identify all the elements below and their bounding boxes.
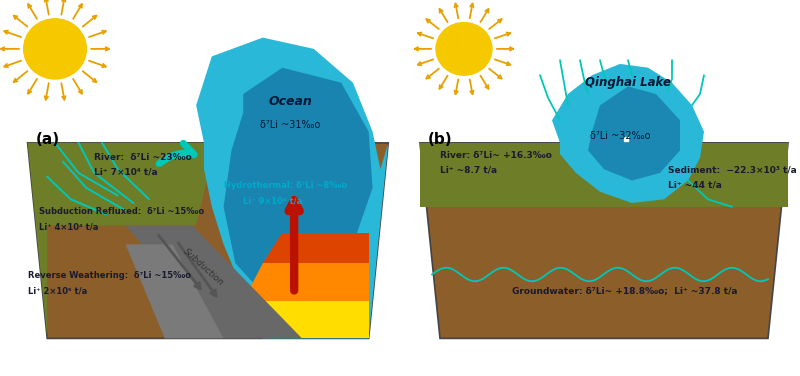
- Text: Reverse Weathering:  δ⁷Li ~15‰o: Reverse Weathering: δ⁷Li ~15‰o: [27, 271, 190, 280]
- Text: Li⁺ 7×10⁴ t/a: Li⁺ 7×10⁴ t/a: [94, 168, 158, 177]
- Polygon shape: [262, 233, 369, 263]
- Polygon shape: [224, 68, 373, 293]
- Text: Li⁺ ~8.7 t/a: Li⁺ ~8.7 t/a: [440, 166, 497, 175]
- Text: Subduction Refluxed:  δ⁷Li ~15‰o: Subduction Refluxed: δ⁷Li ~15‰o: [39, 207, 205, 216]
- Text: Li⁺ 9×10⁴ t/a: Li⁺ 9×10⁴ t/a: [243, 196, 302, 205]
- Text: (a): (a): [35, 132, 59, 147]
- Text: Sediment:  −22.3×10³ t/a: Sediment: −22.3×10³ t/a: [668, 166, 797, 175]
- Polygon shape: [243, 263, 369, 301]
- Text: (b): (b): [428, 132, 453, 147]
- Polygon shape: [126, 244, 224, 338]
- Polygon shape: [27, 143, 388, 338]
- Polygon shape: [420, 143, 788, 207]
- Polygon shape: [196, 38, 388, 338]
- Text: Qinghai Lake: Qinghai Lake: [585, 76, 671, 89]
- Circle shape: [24, 19, 86, 79]
- Polygon shape: [27, 143, 216, 338]
- Text: δ⁷Li ~31‰o: δ⁷Li ~31‰o: [260, 120, 321, 130]
- Polygon shape: [588, 86, 680, 180]
- Text: Hydrothermal: δ⁷Li ~8‰o: Hydrothermal: δ⁷Li ~8‰o: [224, 181, 346, 190]
- Text: River:  δ⁷Li ~23‰o: River: δ⁷Li ~23‰o: [94, 153, 192, 162]
- Polygon shape: [420, 143, 788, 338]
- Text: Li⁺ ~44 t/a: Li⁺ ~44 t/a: [668, 181, 722, 190]
- Polygon shape: [126, 226, 302, 338]
- Circle shape: [436, 23, 492, 75]
- Text: River: δ⁷Li~ +16.3‰o: River: δ⁷Li~ +16.3‰o: [440, 151, 552, 160]
- Text: Ocean: Ocean: [268, 95, 312, 108]
- Polygon shape: [224, 301, 369, 338]
- Text: δ⁷Li ~32‰o: δ⁷Li ~32‰o: [590, 131, 650, 141]
- Text: Subduction: Subduction: [182, 247, 226, 288]
- Polygon shape: [552, 64, 704, 203]
- Text: Li⁺ 4×10⁴ t/a: Li⁺ 4×10⁴ t/a: [39, 222, 98, 231]
- Text: Groundwater: δ⁷Li~ +18.8‰o;  Li⁺ ~37.8 t/a: Groundwater: δ⁷Li~ +18.8‰o; Li⁺ ~37.8 t/…: [512, 286, 738, 295]
- Text: Li⁺ 2×10⁵ t/a: Li⁺ 2×10⁵ t/a: [27, 286, 87, 295]
